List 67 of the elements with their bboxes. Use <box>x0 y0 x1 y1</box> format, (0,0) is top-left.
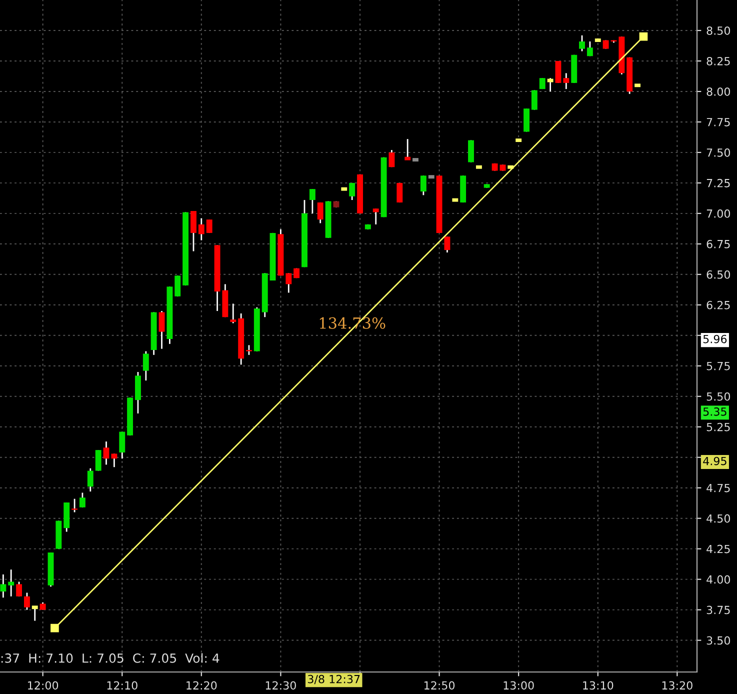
y-tick-label: 5.50 <box>706 392 730 401</box>
annotation: :37 H: 7.10 L: 7.05 C: 7.05 Vol: 4 <box>1 653 220 663</box>
candlestick <box>95 449 102 472</box>
candlestick <box>317 202 324 224</box>
candlestick <box>142 350 149 382</box>
y-tick-label: 4.25 <box>706 544 730 554</box>
x-tick-label: 13:10 <box>583 681 614 690</box>
candlestick <box>388 149 395 168</box>
text: 5.96 <box>703 334 727 344</box>
candlestick <box>531 90 538 110</box>
candlestick <box>555 60 562 84</box>
candlestick <box>420 174 426 196</box>
candlestick <box>174 274 181 298</box>
candlestick <box>309 188 316 214</box>
y-tick-label: 4.75 <box>706 484 730 492</box>
text: 5.35 <box>703 407 726 416</box>
x-tick-label: 13:20 <box>662 681 692 690</box>
candlestick <box>444 236 450 254</box>
candlestick <box>524 108 530 132</box>
candlestick <box>72 498 78 513</box>
candlestick <box>206 218 212 234</box>
candlestick <box>79 492 86 508</box>
candlestick <box>103 440 110 466</box>
y-tick-label: 3.50 <box>706 636 730 645</box>
candlestick <box>563 72 570 90</box>
candlestick <box>198 218 204 241</box>
candlestick <box>16 581 22 598</box>
y-tick-label: 6.50 <box>706 270 730 279</box>
candlestick <box>396 182 403 204</box>
y-tick-label: 4.00 <box>706 575 730 584</box>
candlestick <box>579 34 585 52</box>
x-tick-label: 12:50 <box>424 681 455 690</box>
x-tick-label: 12:00 <box>28 681 58 690</box>
y-tick-label: 8.50 <box>706 26 730 35</box>
candlestick <box>230 302 236 324</box>
candlestick <box>349 182 356 201</box>
candlestick <box>586 40 593 57</box>
y-tick-label: 4.50 <box>706 514 730 523</box>
x-tick-label: 12:20 <box>186 681 217 690</box>
candlestick <box>87 468 94 492</box>
x-tick-label: 12:10 <box>107 681 138 690</box>
candlestick <box>32 606 38 622</box>
x-tick-label: 12:30 <box>266 681 296 690</box>
text: 3/8 12:37 <box>308 674 360 684</box>
candlestick <box>24 592 30 610</box>
y-tick-label: 5.25 <box>706 422 730 432</box>
candlestick <box>158 310 165 350</box>
text: 4.95 <box>703 456 726 466</box>
candlestick <box>404 138 411 160</box>
y-tick-label: 6.25 <box>706 300 730 310</box>
candlestick <box>286 272 292 294</box>
x-tick-label: 13:00 <box>504 681 534 690</box>
candlestick <box>372 208 379 226</box>
y-tick-label: 6.75 <box>706 240 730 248</box>
y-tick-label: 3.75 <box>706 606 730 614</box>
candlestick <box>190 210 196 252</box>
y-tick-label: 7.00 <box>706 209 730 218</box>
y-tick-label: 8.25 <box>706 56 730 66</box>
candlestick <box>0 574 6 598</box>
candlestick <box>111 452 118 468</box>
y-tick-label: 7.50 <box>706 148 730 157</box>
y-tick-label: 7.75 <box>706 118 730 126</box>
y-tick-label: 5.75 <box>706 362 730 370</box>
y-tick-label: 8.00 <box>706 87 730 96</box>
candlestick <box>8 568 14 598</box>
y-tick-label: 7.25 <box>706 178 730 188</box>
candlestick <box>119 431 126 460</box>
